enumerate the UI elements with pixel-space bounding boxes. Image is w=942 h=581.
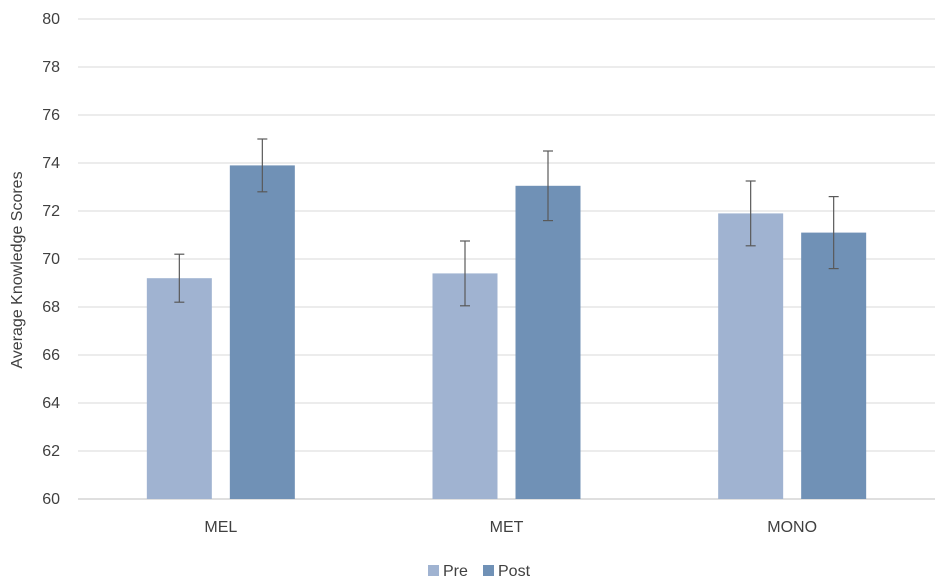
y-tick-label: 62 [42,443,60,460]
x-tick-label: MONO [767,519,817,536]
y-axis-ticks: 60 62 64 66 68 70 72 74 76 78 80 [42,11,60,508]
y-tick-label: 72 [42,203,60,220]
legend-swatch [428,565,439,576]
bar [146,278,212,499]
legend-swatch [483,565,494,576]
y-tick-label: 76 [42,107,60,124]
legend-label: Pre [443,563,468,580]
legend-label: Post [498,563,531,580]
y-axis-title: Average Knowledge Scores [9,171,26,368]
x-tick-label: MET [490,519,524,536]
bar [718,213,784,499]
y-tick-label: 70 [42,251,60,268]
x-axis-ticks: MEL MET MONO [204,519,817,536]
bar [801,232,867,499]
bar [432,273,498,499]
y-tick-label: 60 [42,491,60,508]
error-bars [174,138,839,307]
y-tick-label: 74 [42,155,60,172]
gridlines [78,18,935,500]
y-tick-label: 78 [42,59,60,76]
y-tick-label: 64 [42,395,60,412]
y-tick-label: 80 [42,11,60,28]
bars [146,165,867,500]
y-tick-label: 68 [42,299,60,316]
legend: Pre Post [428,563,531,580]
bar [229,165,295,499]
y-tick-label: 66 [42,347,60,364]
bar [515,185,581,500]
x-tick-label: MEL [204,519,237,536]
